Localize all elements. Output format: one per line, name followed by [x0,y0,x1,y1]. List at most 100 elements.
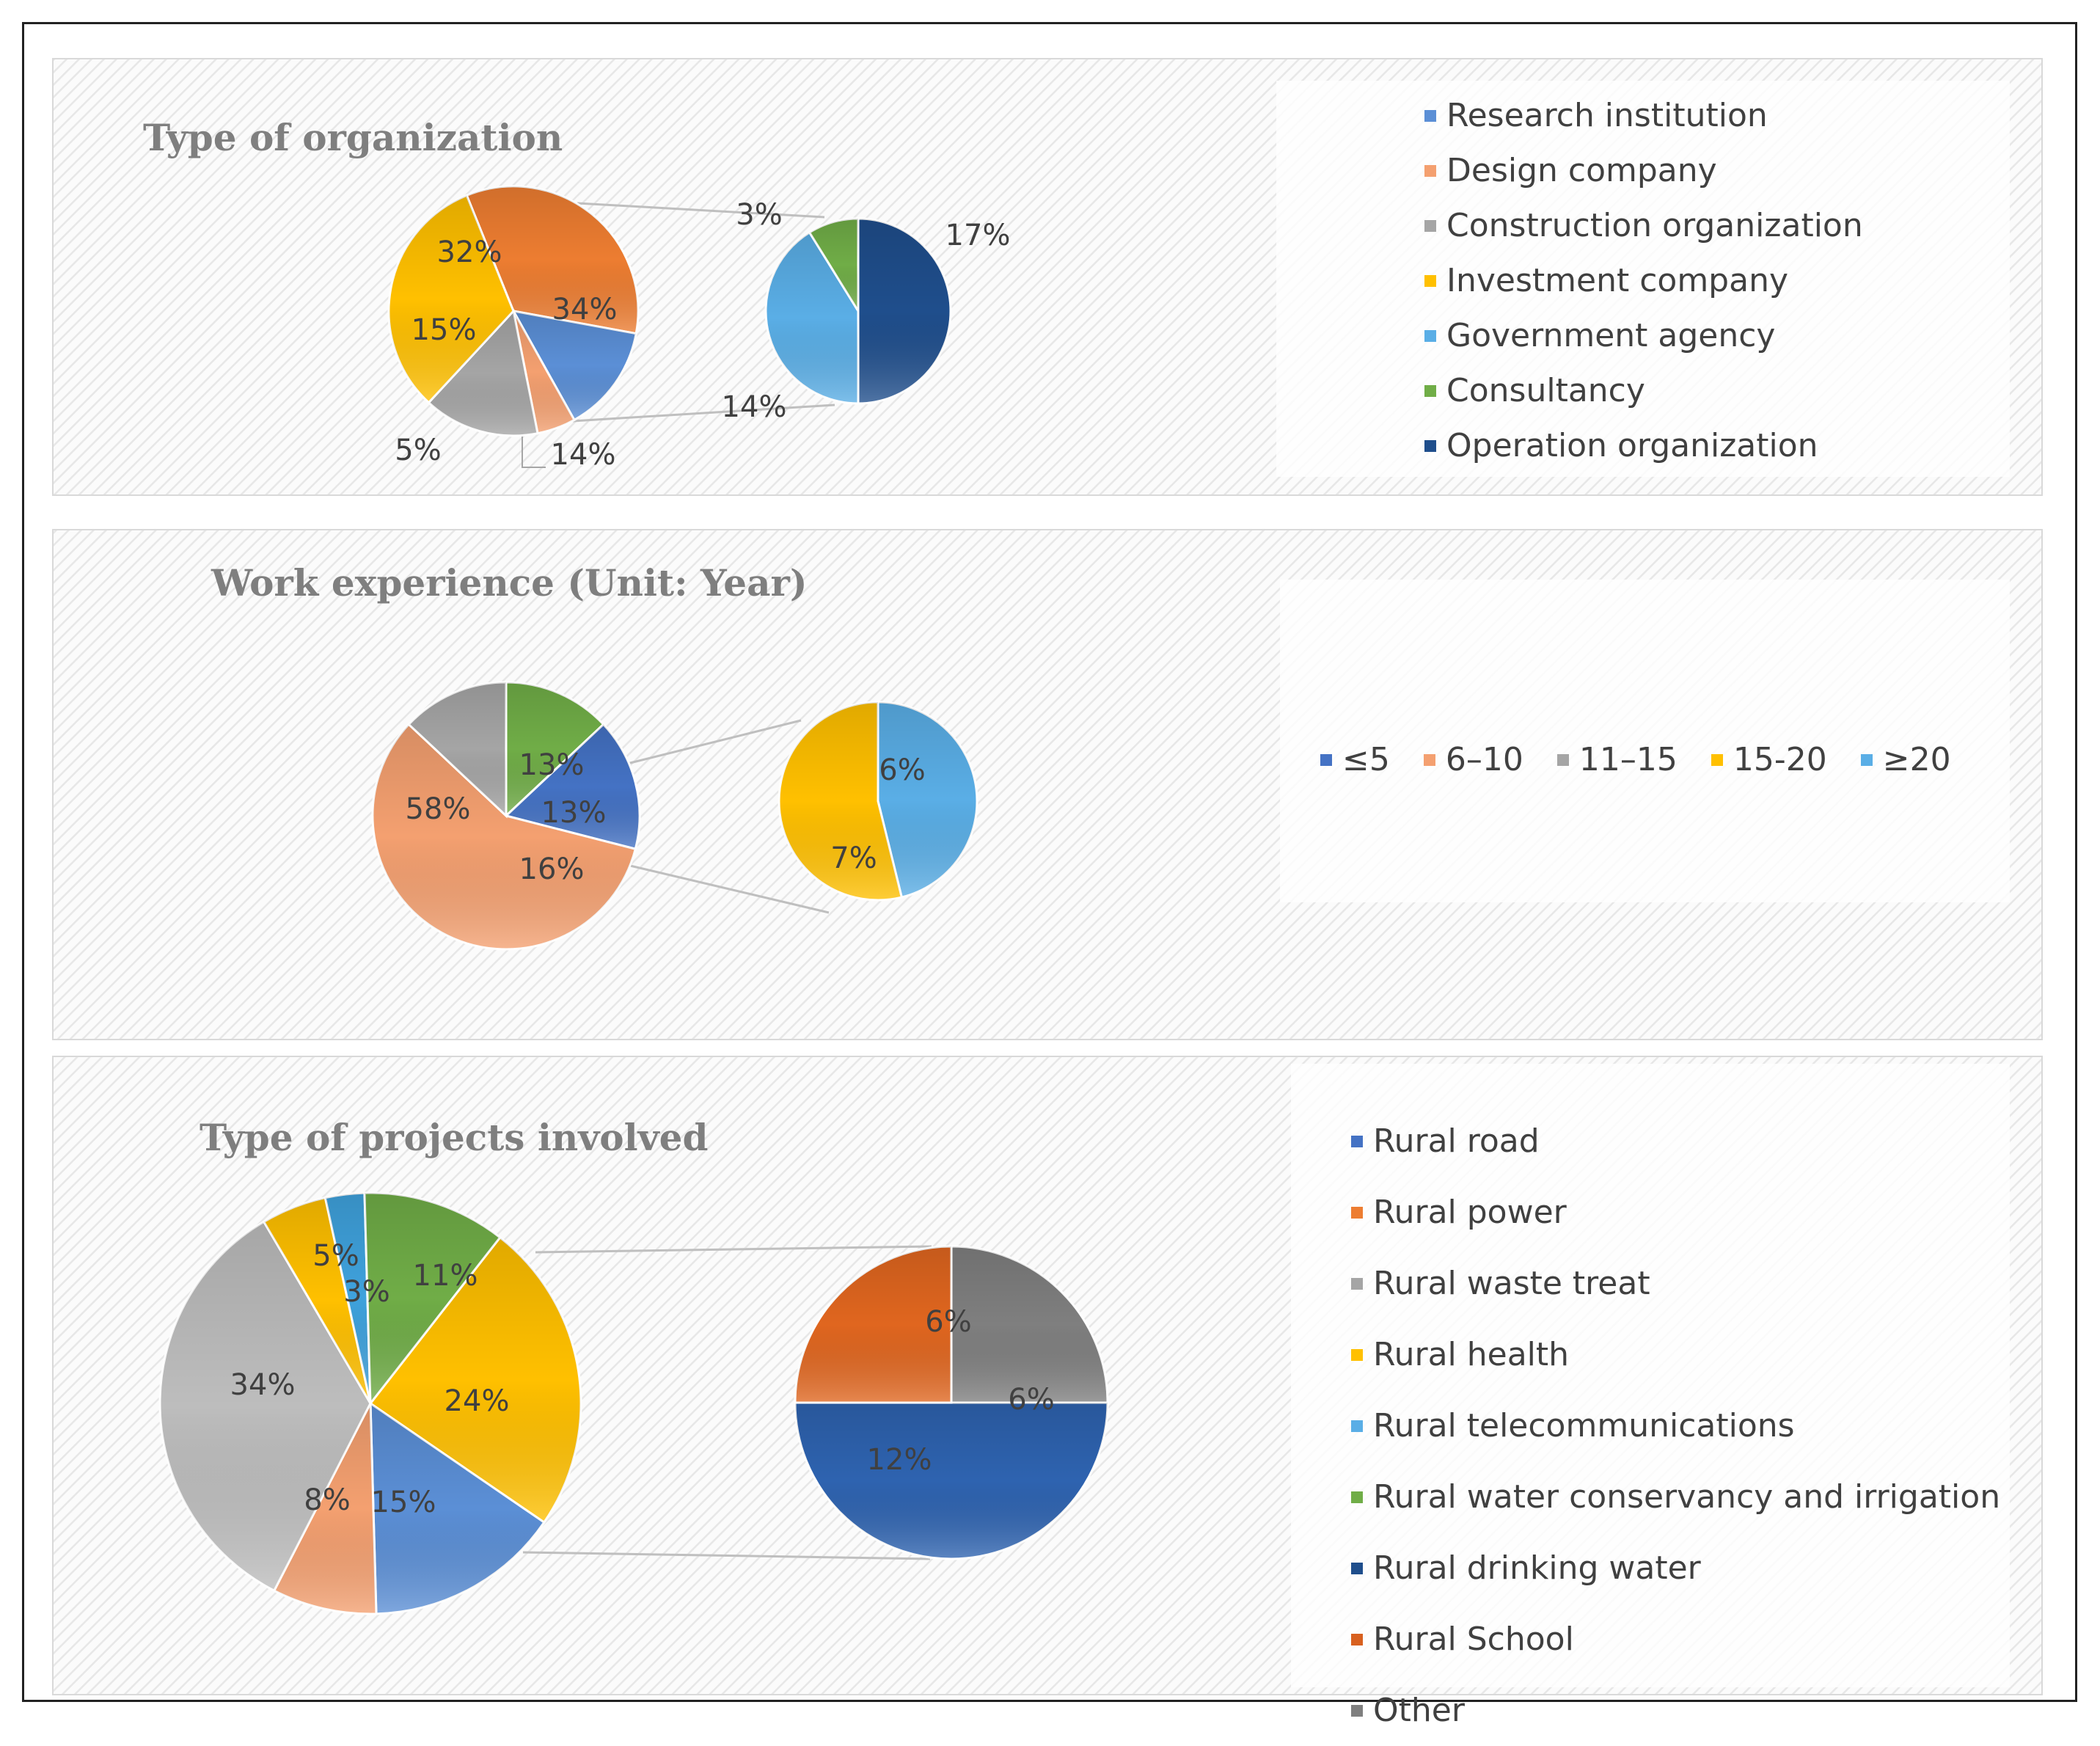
legend-swatch-1-2 [1556,753,1569,766]
connector-line-0-1 [572,403,835,423]
legend-label-2-2: Rural waste treat [1373,1265,1650,1302]
legend-label-1-2: 11–15 [1578,741,1678,778]
legend-label-2-6: Rural drinking water [1373,1549,1701,1587]
legend-2: Rural road Rural power Rural waste treat Ru… [1351,1106,2000,1746]
legend-swatch-0-4 [1424,329,1436,342]
secondary-slice-shade-1-1 [779,702,902,900]
main-label-1-0: 13% [541,796,607,830]
legend-entry-1-2: 11–15 [1556,741,1678,778]
legend-entry-2-7: Rural School [1351,1604,2000,1675]
legend-swatch-2-6 [1351,1562,1363,1574]
legend-label-0-2: Construction organization [1446,207,1863,244]
main-label-2-2: 8% [304,1483,350,1517]
legend-entry-0-4: Government agency [1424,308,1863,363]
legend-label-0-4: Government agency [1446,317,1776,354]
legend-entry-0-0: Research institution [1424,88,1863,143]
main-label-0-2: 5% [395,434,441,467]
legend-area-2 [1291,1064,2010,1687]
main-label-0-4: 32% [437,235,502,269]
legend-swatch-2-8 [1351,1704,1363,1717]
legend-label-2-8: Other [1373,1692,1465,1729]
main-slice-shade-0-1 [513,311,637,420]
legend-entry-0-2: Construction organization [1424,198,1863,253]
main-label-2-1: 15% [371,1486,436,1519]
chart-title-0: Type of organization [143,116,563,159]
legend-label-0-3: Investment company [1446,262,1788,299]
main-label-2-4: 5% [312,1239,359,1273]
connector-line-2-0 [535,1245,932,1254]
secondary-slice-shade-2-0 [951,1246,1108,1403]
main-slice-shade-2-4 [263,1197,370,1403]
legend-1: ≤5 6–10 11–15 15-20 ≥20 [1320,741,1951,778]
legend-entry-2-6: Rural drinking water [1351,1533,2000,1604]
main-slice-shade-1-1 [506,724,640,850]
legend-entry-2-4: Rural telecommunications [1351,1390,2000,1461]
secondary-label-0-1: 14% [722,390,787,424]
legend-entry-2-8: Other [1351,1675,2000,1746]
main-slice-shade-2-6 [364,1192,500,1403]
legend-swatch-2-3 [1351,1348,1363,1361]
main-slice-shade-0-4 [389,195,513,403]
legend-swatch-2-2 [1351,1277,1363,1290]
secondary-slice-shade-1-0 [878,702,978,898]
secondary-label-0-2: 3% [736,198,782,232]
legend-entry-1-0: ≤5 [1320,741,1390,778]
secondary-slice-shade-2-1 [795,1403,1108,1559]
legend-swatch-0-0 [1424,109,1436,122]
legend-entry-0-5: Consultancy [1424,363,1863,418]
legend-entry-1-4: ≥20 [1860,741,1951,778]
main-slice-shade-0-0 [467,186,639,334]
legend-swatch-1-0 [1320,753,1332,766]
connector-line-2-1 [522,1551,931,1560]
secondary-slice-shade-2-2 [795,1246,951,1403]
legend-swatch-0-1 [1424,164,1436,177]
legend-entry-2-2: Rural waste treat [1351,1248,2000,1319]
legend-label-1-4: ≥20 [1882,741,1951,778]
main-label-0-3: 15% [411,313,477,347]
legend-swatch-1-1 [1423,753,1435,766]
legend-entry-0-3: Investment company [1424,253,1863,308]
legend-label-2-7: Rural School [1373,1621,1574,1658]
main-label-1-2: 58% [406,792,471,826]
secondary-label-1-1: 7% [830,841,877,875]
secondary-label-2-1: 12% [867,1443,932,1477]
legend-label-2-1: Rural power [1373,1194,1567,1231]
legend-label-0-1: Design company [1446,152,1717,189]
legend-entry-0-1: Design company [1424,143,1863,198]
legend-label-1-1: 6–10 [1445,741,1523,778]
legend-0: Research institution Design company Constr… [1424,88,1863,473]
main-label-2-3: 34% [230,1368,296,1402]
legend-label-0-6: Operation organization [1446,427,1818,464]
legend-entry-1-3: 15-20 [1711,741,1827,778]
legend-swatch-2-1 [1351,1206,1363,1219]
legend-swatch-1-3 [1711,753,1723,766]
chart-title-1: Work experience (Unit: Year) [211,561,808,604]
legend-swatch-0-2 [1424,219,1436,232]
main-label-0-1: 14% [551,438,616,472]
legend-label-1-0: ≤5 [1342,741,1390,778]
legend-entry-2-3: Rural health [1351,1319,2000,1390]
secondary-slice-shade-0-0 [858,219,951,403]
secondary-label-0-0: 17% [945,219,1011,252]
legend-entry-2-1: Rural power [1351,1177,2000,1248]
legend-swatch-0-3 [1424,274,1436,287]
legend-swatch-0-6 [1424,439,1436,452]
legend-swatch-2-0 [1351,1135,1363,1147]
legend-swatch-2-5 [1351,1491,1363,1503]
main-slice-shade-1-3 [409,682,506,816]
legend-entry-2-5: Rural water conservancy and irrigation [1351,1461,2000,1533]
main-label-2-5: 3% [343,1275,389,1309]
legend-label-0-5: Consultancy [1446,372,1645,409]
main-label-1-1: 16% [519,852,585,886]
main-slice-shade-2-0 [370,1237,582,1523]
connector-line-1-0 [626,719,802,765]
legend-label-0-0: Research institution [1446,97,1768,134]
main-label-0-0: 34% [552,293,618,326]
legend-swatch-1-4 [1860,753,1873,766]
main-slice-shade-2-1 [370,1403,544,1614]
legend-swatch-2-4 [1351,1420,1363,1432]
main-slice-shade-1-2 [372,724,636,950]
main-label-2-0: 24% [444,1384,510,1418]
legend-swatch-0-5 [1424,384,1436,397]
